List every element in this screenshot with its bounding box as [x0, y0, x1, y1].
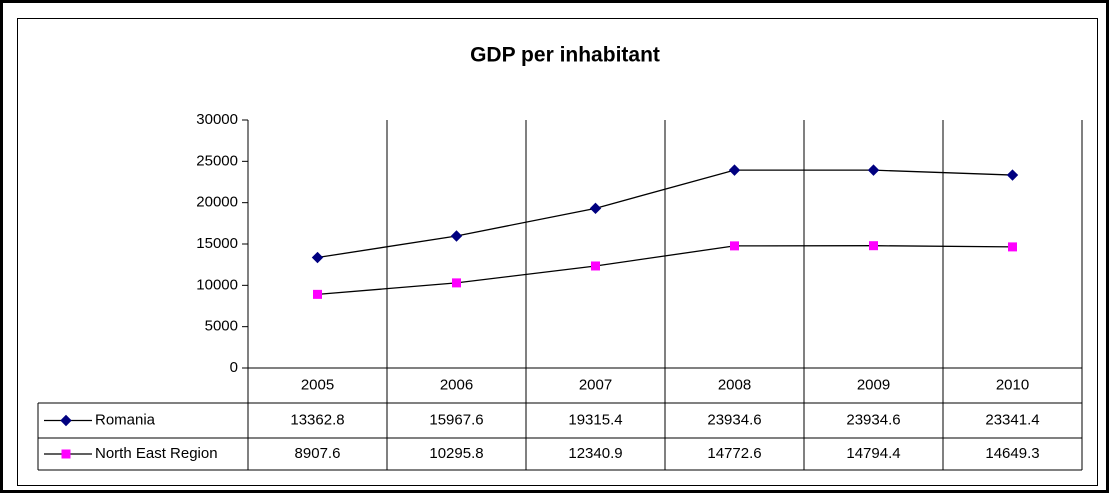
- x-tick-label: 2009: [857, 376, 890, 393]
- data-point: [591, 261, 600, 271]
- table-value: 14794.4: [846, 445, 900, 462]
- y-tick-label: 15000: [196, 235, 238, 252]
- legend-marker: [60, 414, 72, 427]
- legend-marker: [61, 449, 71, 459]
- y-tick-label: 0: [230, 359, 238, 376]
- table-value: 14649.3: [985, 445, 1039, 462]
- data-point: [589, 202, 602, 215]
- data-point: [728, 164, 741, 176]
- table-value: 15967.6: [429, 411, 483, 428]
- table-value: 12340.9: [568, 445, 622, 462]
- data-point: [452, 278, 461, 288]
- y-tick-label: 20000: [196, 194, 238, 211]
- table-value: 8907.6: [295, 445, 341, 462]
- y-tick-label: 30000: [196, 111, 238, 128]
- table-value: 23341.4: [985, 411, 1039, 428]
- legend-label: North East Region: [95, 445, 218, 462]
- data-point: [869, 241, 878, 251]
- data-point: [730, 241, 739, 251]
- data-point: [313, 289, 322, 299]
- y-tick-label: 10000: [196, 276, 238, 293]
- legend-label: Romania: [95, 411, 156, 428]
- table-value: 13362.8: [290, 411, 344, 428]
- table-value: 19315.4: [568, 411, 622, 428]
- y-tick-label: 25000: [196, 152, 238, 169]
- chart-title: GDP per inhabitant: [470, 44, 660, 67]
- data-point: [1006, 169, 1019, 181]
- table-value: 23934.6: [707, 411, 761, 428]
- table-value: 10295.8: [429, 445, 483, 462]
- data-point: [450, 230, 463, 242]
- x-tick-label: 2008: [718, 376, 751, 393]
- data-point: [1008, 242, 1017, 252]
- x-tick-label: 2005: [301, 376, 334, 393]
- x-tick-label: 2010: [996, 376, 1029, 393]
- data-point: [311, 251, 324, 264]
- x-tick-label: 2006: [440, 376, 473, 393]
- data-point: [867, 164, 880, 176]
- chart-area: [17, 18, 1098, 486]
- y-tick-label: 5000: [205, 318, 238, 335]
- table-value: 23934.6: [846, 411, 900, 428]
- table-value: 14772.6: [707, 445, 761, 462]
- series-line: [317, 245, 1013, 296]
- x-tick-label: 2007: [579, 376, 612, 393]
- series-line: [317, 169, 1013, 259]
